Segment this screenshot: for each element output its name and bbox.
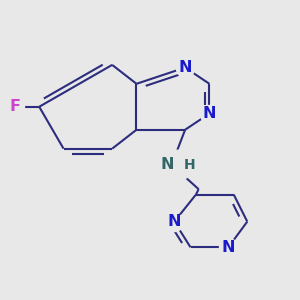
- Text: H: H: [183, 158, 195, 172]
- Text: N: N: [222, 240, 235, 255]
- Text: N: N: [178, 60, 192, 75]
- Text: N: N: [161, 158, 174, 172]
- Text: F: F: [9, 99, 20, 114]
- Text: N: N: [203, 106, 216, 121]
- Text: N: N: [168, 214, 181, 229]
